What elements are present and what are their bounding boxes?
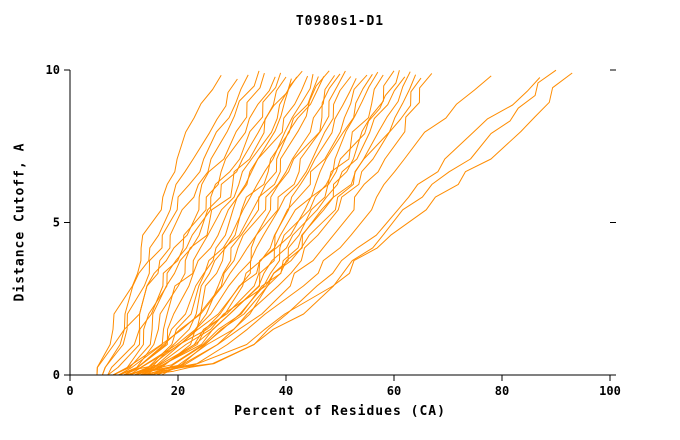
model-curve: [140, 77, 422, 376]
model-curve: [134, 75, 492, 376]
model-curve: [101, 70, 260, 376]
model-curve: [123, 70, 400, 376]
model-curve: [118, 73, 341, 376]
model-curve: [129, 74, 314, 376]
model-curve: [118, 76, 298, 376]
model-curve: [107, 76, 276, 376]
x-tick-label: 40: [279, 384, 293, 398]
x-tick-label: 80: [495, 384, 509, 398]
x-tick-label: 60: [387, 384, 401, 398]
model-curve: [134, 71, 411, 376]
x-tick-label: 0: [66, 384, 73, 398]
model-curve: [96, 78, 238, 376]
model-curve: [112, 72, 282, 376]
model-curve: [140, 77, 541, 376]
model-curve: [123, 70, 346, 376]
model-curve: [96, 75, 222, 376]
model-curve: [129, 76, 406, 376]
model-curve: [129, 76, 352, 376]
y-tick-label: 5: [53, 216, 60, 230]
model-curve: [140, 74, 368, 376]
y-tick-label: 0: [53, 368, 60, 382]
model-curve: [145, 73, 433, 376]
model-curve: [112, 75, 336, 376]
x-tick-label: 20: [171, 384, 185, 398]
x-tick-label: 100: [599, 384, 621, 398]
model-curve: [107, 72, 265, 376]
model-curve: [145, 69, 557, 376]
model-curve: [129, 76, 319, 376]
y-tick-label: 10: [46, 63, 60, 77]
model-curve: [150, 72, 573, 376]
x-axis-label: Percent of Residues (CA): [234, 404, 446, 419]
model-curve: [123, 75, 309, 376]
model-curve: [118, 74, 417, 376]
chart-title: T0980s1-D1: [295, 14, 385, 29]
model-curve: [134, 70, 330, 376]
model-curve: [123, 70, 303, 376]
model-curve: [118, 78, 292, 376]
